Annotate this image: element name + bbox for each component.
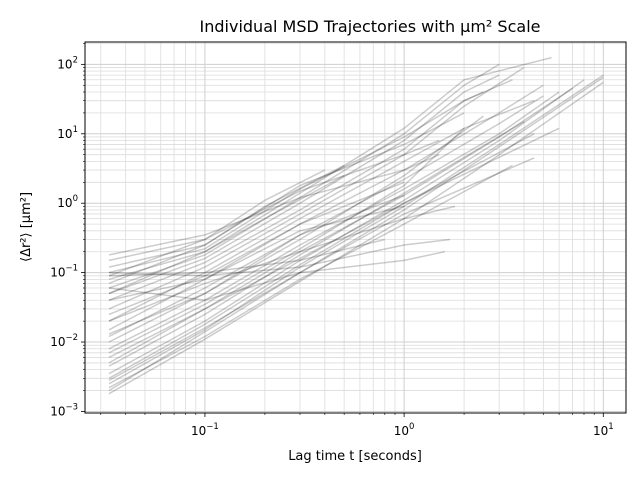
x-axis-label: Lag time t [seconds]: [288, 449, 422, 464]
msd-trajectory-line: [108, 87, 573, 364]
y-axis-ticks: 10−3 10−2 10−1 100 101 102: [50, 43, 85, 418]
msd-trajectory-line: [108, 56, 552, 281]
msd-trajectory-line: [108, 238, 385, 277]
plot-background: [85, 42, 626, 413]
msd-trajectory-line: [108, 100, 535, 322]
y-axis-label: ⟨Δr²⟩ [μm²]: [19, 192, 34, 262]
msd-trajectory-line: [108, 181, 405, 316]
msd-trajectory-line: [108, 74, 500, 295]
y-tick-label: 100: [57, 194, 78, 210]
major-gridlines: [85, 42, 626, 413]
msd-trajectory-line: [108, 139, 440, 262]
plot-frame: [84, 41, 627, 414]
msd-trajectory-line: [108, 157, 535, 382]
x-axis-ticks: 10−1 100 101: [100, 413, 614, 438]
plot-area: 10−1 100 101 10−3 10−2 10−1 100 101 102: [50, 41, 627, 438]
msd-trajectory-line: [108, 76, 604, 392]
minor-gridlines: [85, 42, 626, 413]
msd-trajectory-line: [108, 164, 345, 285]
y-tick-label: 10−2: [50, 333, 78, 349]
msd-trajectory-line: [108, 91, 560, 350]
y-tick-label: 101: [57, 125, 78, 141]
x-tick-label: 100: [394, 422, 415, 438]
msd-trajectory-line: [108, 74, 604, 385]
x-tick-label: 101: [593, 422, 614, 438]
msd-trajectory-line: [108, 95, 544, 338]
msd-trajectory-line: [108, 127, 560, 379]
y-tick-label: 10−3: [50, 402, 78, 418]
msd-trajectory-line: [108, 205, 456, 322]
msd-trajectory-line: [108, 84, 544, 331]
msd-trajectory-line: [108, 79, 585, 375]
msd-trajectory-line: [108, 154, 440, 256]
msd-trajectory-line: [108, 164, 513, 389]
msd-trajectory-line: [108, 120, 525, 367]
msd-trajectory-line: [108, 115, 484, 343]
msd-trajectory-line: [108, 194, 405, 335]
msd-trajectory-line: [108, 91, 484, 274]
chart-title: Individual MSD Trajectories with μm² Sca…: [200, 17, 541, 36]
series-layer: [108, 56, 604, 395]
y-tick-label: 102: [57, 55, 78, 71]
msd-trajectory-line: [108, 66, 525, 310]
x-tick-label: 10−1: [191, 422, 219, 438]
msd-trajectory-line: [108, 238, 451, 277]
msd-trajectory-line: [108, 112, 465, 268]
msd-trajectory-line: [108, 169, 326, 277]
msd-trajectory-line: [108, 205, 405, 301]
y-tick-label: 10−1: [50, 264, 78, 280]
msd-trajectory-line: [108, 63, 500, 289]
msd-trajectory-line: [108, 79, 513, 301]
msd-trajectory-line: [108, 174, 345, 295]
msd-trajectory-line: [108, 127, 465, 354]
msd-trajectory-line: [108, 133, 535, 359]
msd-trajectory-line: [108, 81, 604, 395]
msd-trajectory-line: [108, 250, 445, 301]
